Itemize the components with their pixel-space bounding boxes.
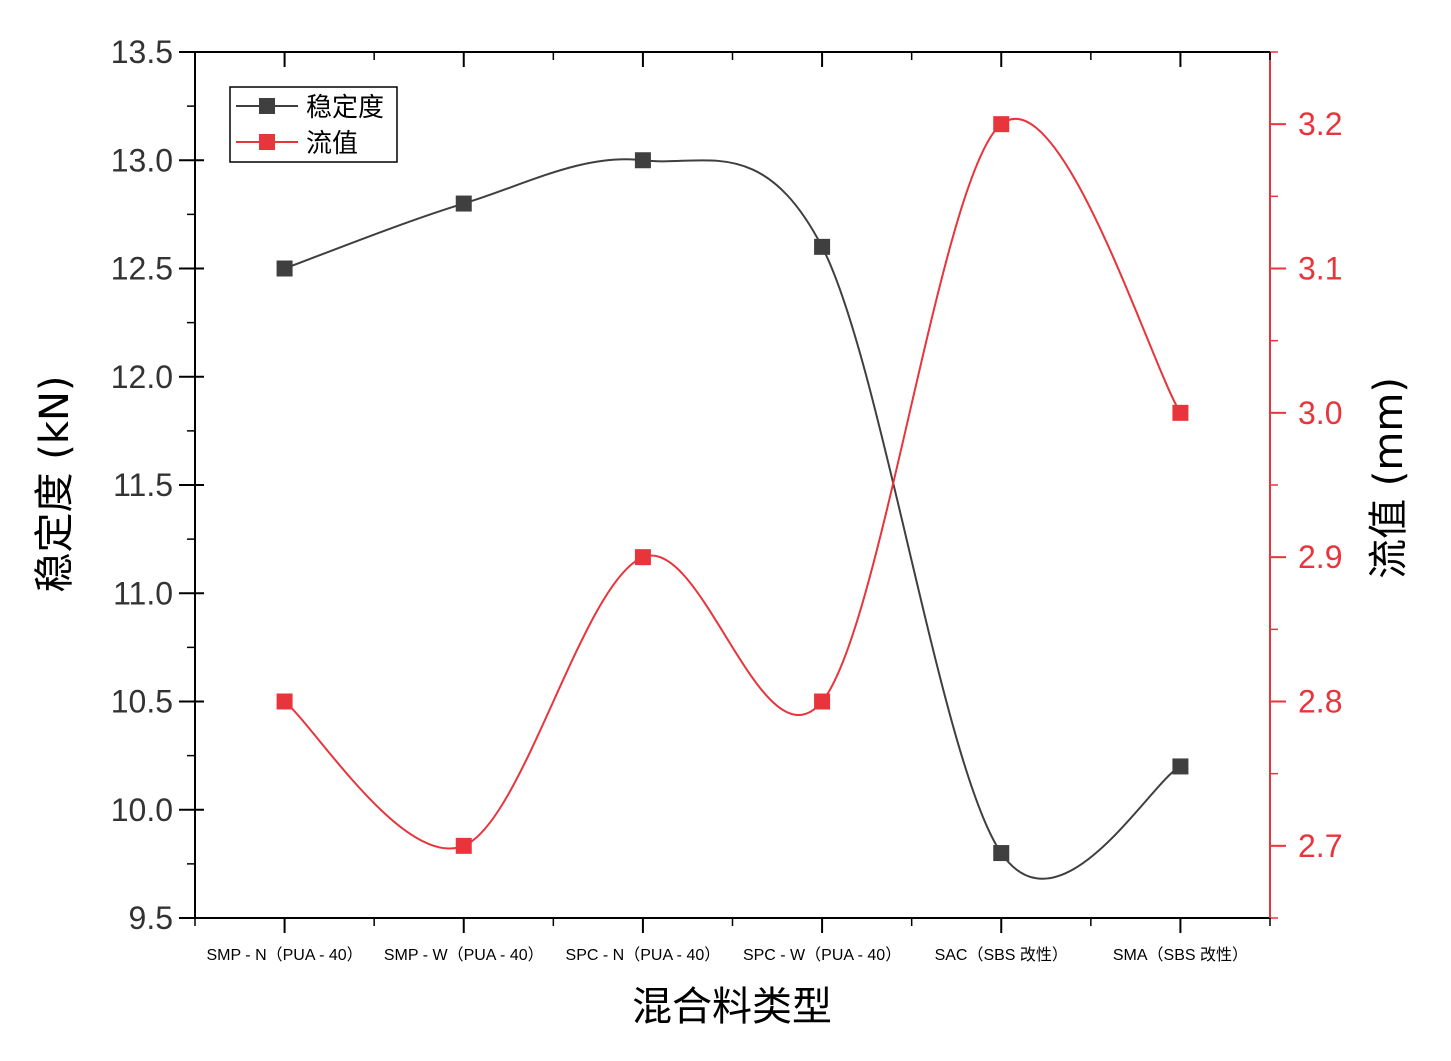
y-tick-label: 11.0 — [113, 575, 173, 611]
data-point-stability-3 — [814, 238, 831, 255]
x-tick-label: SMP - N（PUA - 40） — [206, 946, 362, 964]
y-tick-label: 11.5 — [113, 467, 173, 503]
x-tick-label: SPC - N（PUA - 40） — [566, 946, 721, 964]
axes: 9.5 10.0 10.5 11.0 11.5 12.0 12.5 13.0 13.5 2.7 2.… — [111, 34, 1343, 964]
data-point-flow-3 — [814, 693, 831, 710]
legend-box — [229, 86, 398, 163]
x-tick-label: SPC - W（PUA - 40） — [743, 946, 901, 964]
y-axis-title: 稳定度 (kN) — [32, 375, 78, 592]
data-point-stability-5 — [1172, 758, 1189, 775]
y-tick-label: 10.0 — [111, 792, 173, 828]
x-axis-title: 混合料类型 — [632, 984, 832, 1030]
data-point-flow-0 — [276, 693, 293, 710]
y2-axis-title: 流值 (mm) — [1366, 377, 1412, 579]
data-point-flow-5 — [1172, 404, 1189, 421]
y2-tick-label: 3.0 — [1298, 395, 1342, 431]
y-tick-label: 12.5 — [111, 251, 173, 287]
x-tick-label: SAC（SBS 改性） — [935, 946, 1068, 964]
y2-tick-label: 2.8 — [1298, 684, 1342, 720]
legend: 稳定度 流值 — [229, 86, 398, 163]
x-tick-label: SMP - W（PUA - 40） — [384, 946, 544, 964]
x-tick-label: SMA（SBS 改性） — [1113, 946, 1248, 964]
data-point-stability-4 — [993, 845, 1010, 862]
data-point-stability-1 — [455, 195, 472, 212]
y-tick-label: 10.5 — [111, 684, 173, 720]
y-tick-label: 12.0 — [111, 359, 173, 395]
series-layer — [276, 116, 1189, 880]
legend-marker-flow — [259, 134, 275, 150]
legend-marker-stability — [259, 98, 275, 114]
data-point-flow-2 — [634, 549, 651, 566]
y2-tick-label: 3.2 — [1298, 106, 1342, 142]
data-point-stability-0 — [276, 260, 293, 277]
series-line-flow — [283, 118, 1182, 850]
y2-tick-label: 2.9 — [1298, 539, 1342, 575]
data-point-stability-2 — [634, 152, 651, 169]
legend-label-stability: 稳定度 — [306, 93, 384, 123]
data-point-flow-1 — [455, 837, 472, 854]
legend-label-flow: 流值 — [306, 129, 358, 159]
y-tick-label: 13.5 — [111, 34, 173, 70]
y2-tick-label: 3.1 — [1298, 251, 1342, 287]
y2-tick-label: 2.7 — [1298, 828, 1342, 864]
y-tick-label: 9.5 — [129, 900, 173, 936]
data-point-flow-4 — [993, 116, 1010, 133]
y-tick-label: 13.0 — [111, 142, 173, 178]
series-line-stability — [284, 158, 1181, 880]
